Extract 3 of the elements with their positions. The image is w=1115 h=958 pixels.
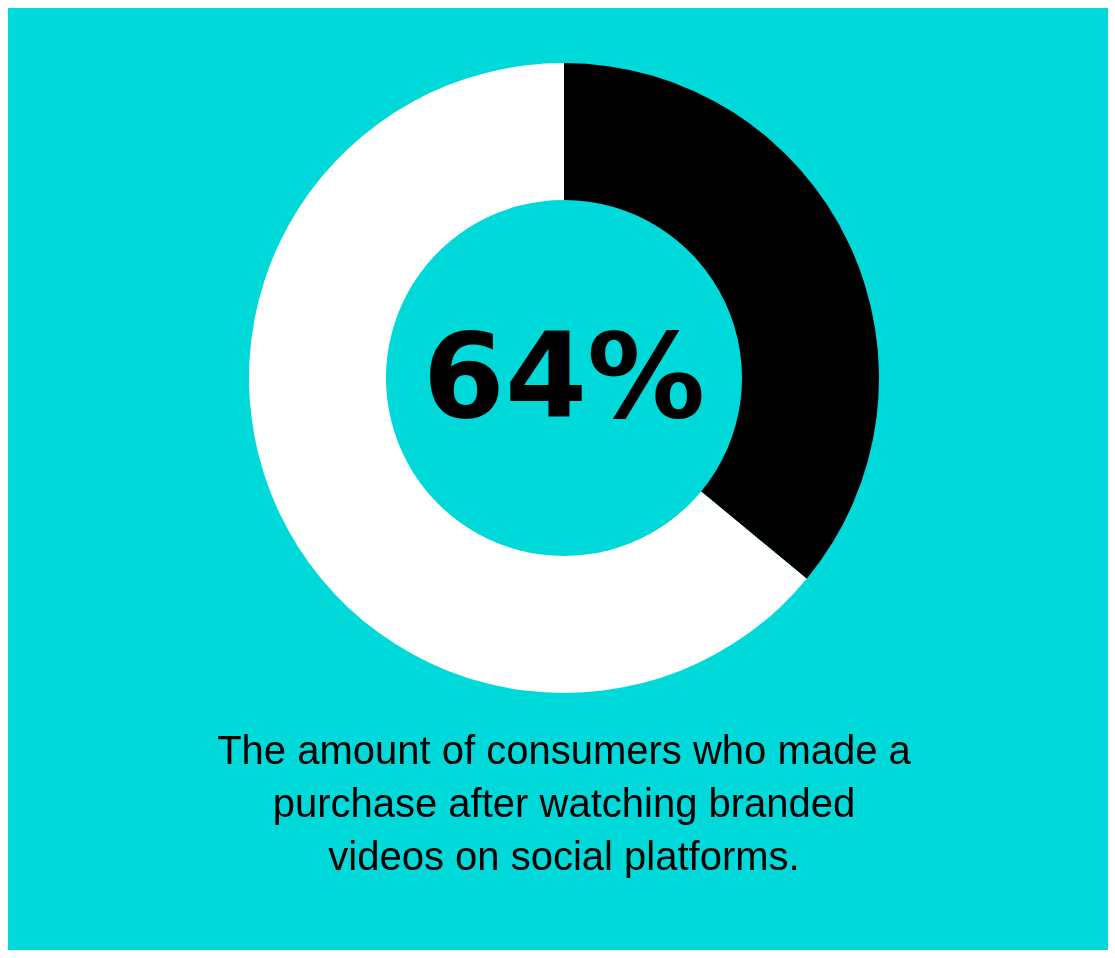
text: The amount of consumers who made a purchase after watching branded videos on social platforms. xyxy=(217,728,912,878)
donut-slice xyxy=(249,63,807,693)
text: 64% xyxy=(422,307,706,445)
